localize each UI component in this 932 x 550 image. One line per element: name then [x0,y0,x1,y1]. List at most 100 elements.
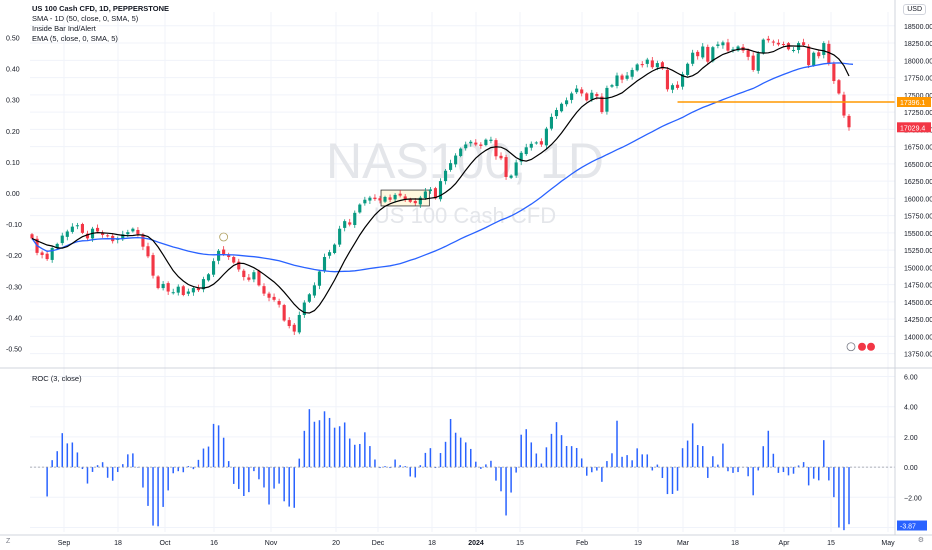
candle [802,42,806,46]
candle [494,140,498,157]
ema-legend[interactable]: EMA (5, close, 0, SMA, 5) [32,34,118,43]
ema-line [31,45,850,314]
roc-bar [217,425,220,468]
roc-bar [76,452,79,468]
candle [131,228,135,232]
roc-badge [897,520,927,531]
candle [181,286,185,295]
price-pane [30,35,895,336]
candle [353,212,357,225]
price-tick-label: 13750.00 [904,352,932,359]
roc-bar [747,467,749,477]
candle [822,43,826,55]
roc-bar [116,467,119,472]
roc-tick-label: 0.00 [904,465,918,472]
price-tick-label: 14250.00 [904,317,932,324]
candle [650,60,654,68]
candle [217,250,221,261]
roc-bar [500,467,502,492]
candle [716,44,720,46]
candle [373,197,377,200]
candle [746,50,750,57]
candle [237,261,241,270]
time-tick-label: 18 [428,540,436,547]
candle [519,152,523,162]
roc-bar [338,426,341,468]
roc-bar [580,458,583,468]
roc-bar [343,422,346,468]
roc-bar [429,448,432,468]
candle [696,51,700,57]
roc-bar [464,442,467,468]
left-tick-label: 0.50 [6,36,20,43]
candle [534,142,538,144]
roc-bar [293,467,295,508]
timezone-button[interactable]: Z [6,538,11,545]
candle [771,41,775,43]
candle [136,229,140,235]
time-tick-label: Mar [677,540,690,547]
candle [499,155,503,159]
roc-bar [817,467,820,481]
roc-bar [555,422,558,468]
currency-button[interactable]: USD [903,4,926,15]
roc-bar [66,443,69,468]
roc-bar [298,458,301,468]
candle [101,232,105,235]
roc-bar [641,454,643,468]
candle [570,93,574,100]
time-tick-label: Oct [160,540,171,547]
candle [196,288,200,291]
roc-bar [177,467,180,472]
roc-bar [661,467,664,478]
left-tick-label: -0.40 [6,315,22,322]
roc-bar [359,443,361,468]
candle [80,224,84,233]
candle [600,96,604,113]
roc-bar [132,453,134,468]
roc-bar [374,459,376,468]
roc-bar [722,443,724,468]
hline-label-badge [897,96,931,107]
candle [171,292,175,294]
inside-bar-legend[interactable]: Inside Bar Ind/Alert [32,24,96,33]
roc-bar [46,467,48,497]
candle [681,74,685,87]
candle [640,64,644,66]
price-tick-label: 14500.00 [904,300,932,307]
candle [817,52,821,57]
roc-bar [258,467,260,480]
roc-bar [61,433,64,468]
time-tick-label: 19 [634,540,642,547]
symbol-title[interactable]: US 100 Cash CFD, 1D, PEPPERSTONE [32,4,169,13]
settings-icon[interactable]: ⚙ [917,537,924,544]
candle [85,233,90,239]
candle [691,52,695,64]
roc-bar [147,467,149,506]
candle [635,64,639,71]
roc-bar [626,455,628,468]
candle [731,49,735,51]
candle [549,116,554,129]
roc-bar [475,461,477,468]
chart-legend: US 100 Cash CFD, 1D, PEPPERSTONE SMA - 1… [32,4,169,44]
roc-bar [182,467,185,473]
price-badge [897,122,931,133]
roc-bar [535,453,538,468]
candle [186,291,190,294]
roc-bar [606,461,608,468]
candle [428,189,432,192]
price-tick-label: 18250.00 [904,41,932,48]
candle [524,147,528,155]
candle [156,276,160,289]
sma-legend[interactable]: SMA - 1D (50, close, 0, SMA, 5) [32,14,139,23]
roc-bar [823,440,825,468]
candle [665,69,670,90]
price-tick-label: 16000.00 [904,196,932,203]
roc-bar [419,465,422,468]
roc-bar [187,466,190,468]
candle [438,181,443,200]
roc-bar [848,467,850,525]
roc-legend[interactable]: ROC (3, close) [32,374,82,383]
